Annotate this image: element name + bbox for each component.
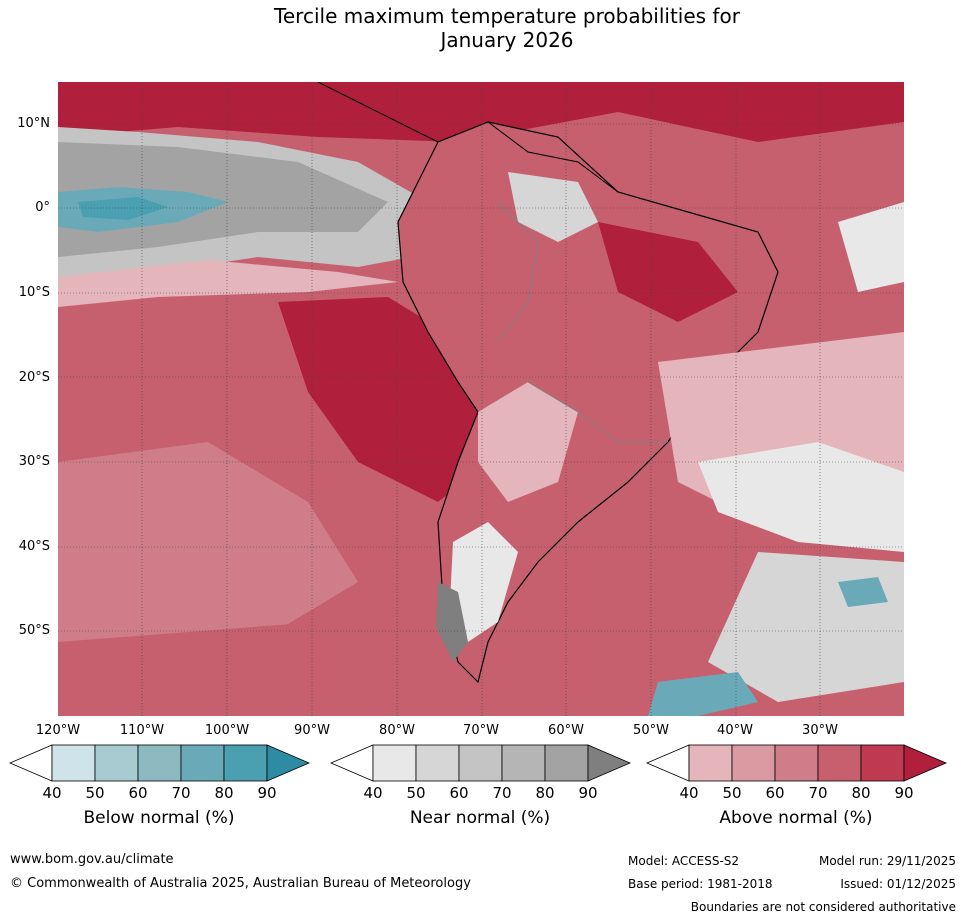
cbar-below-seg-6 xyxy=(266,744,311,782)
colorbar-near xyxy=(330,744,632,782)
cbar-above-seg-5 xyxy=(860,744,905,782)
cbar-title-below: Below normal (%) xyxy=(83,808,235,828)
lat-label: 30°S xyxy=(18,454,50,469)
title-line-1: Tercile maximum temperature probabilitie… xyxy=(274,4,740,28)
lon-label: 120°W xyxy=(35,723,81,738)
lon-label: 70°W xyxy=(463,723,499,738)
atlantic-near-normal xyxy=(698,442,904,552)
chart-title: Tercile maximum temperature probabilitie… xyxy=(0,4,965,52)
title-line-2: January 2026 xyxy=(440,28,574,52)
cbar-tick: 50 xyxy=(722,784,742,802)
lon-label: 50°W xyxy=(633,723,669,738)
lon-label: 90°W xyxy=(294,723,330,738)
cbar-tick: 50 xyxy=(406,784,426,802)
south-atlantic-below-2 xyxy=(648,672,758,716)
lat-label: 20°S xyxy=(18,370,50,385)
cbar-tick: 90 xyxy=(578,784,598,802)
cbar-below-seg-2 xyxy=(94,744,139,782)
country-border xyxy=(527,381,668,443)
lon-label: 110°W xyxy=(119,723,165,738)
cbar-near-seg-2 xyxy=(415,744,460,782)
central-america-coast xyxy=(317,82,439,143)
cbar-title-above: Above normal (%) xyxy=(719,808,873,828)
lat-label: 50°S xyxy=(18,623,50,638)
cbar-above-seg-3 xyxy=(774,744,819,782)
country-border-2 xyxy=(497,201,539,343)
cbar-below-seg-0 xyxy=(9,744,53,782)
pacific-transition xyxy=(58,260,398,307)
cbar-near-seg-6 xyxy=(587,744,632,782)
lon-label: 30°W xyxy=(802,723,838,738)
cbar-tick: 40 xyxy=(363,784,383,802)
cbar-near-seg-3 xyxy=(458,744,503,782)
andes-light-zone xyxy=(478,382,578,502)
cbar-tick: 60 xyxy=(449,784,469,802)
lat-label: 0° xyxy=(35,200,50,215)
cbar-tick: 80 xyxy=(214,784,234,802)
cbar-tick: 40 xyxy=(679,784,699,802)
amazon-near-normal xyxy=(508,172,598,242)
cbar-tick: 70 xyxy=(171,784,191,802)
colorbar-above xyxy=(646,744,948,782)
cbar-above-seg-6 xyxy=(903,744,948,782)
cbar-near-seg-0 xyxy=(330,744,374,782)
cbar-tick: 90 xyxy=(257,784,277,802)
cbar-tick: 60 xyxy=(765,784,785,802)
caribbean-coast xyxy=(487,121,619,193)
footer-disclaimer: Boundaries are not considered authoritat… xyxy=(690,900,956,914)
pacific-near-normal-strong xyxy=(58,142,388,257)
patagonia-near-normal xyxy=(450,522,518,642)
cbar-below-seg-1 xyxy=(51,744,96,782)
lon-label: 40°W xyxy=(717,723,753,738)
lon-label: 80°W xyxy=(379,723,415,738)
north-strong-zone xyxy=(58,82,904,142)
cbar-tick: 70 xyxy=(808,784,828,802)
cbar-tick: 70 xyxy=(492,784,512,802)
east-atlantic-near-normal xyxy=(838,202,904,292)
footer-issued: Issued: 01/12/2025 xyxy=(840,877,956,891)
graticule xyxy=(58,82,904,716)
footer-base-period: Base period: 1981-2018 xyxy=(628,877,773,891)
lon-label: 100°W xyxy=(204,723,250,738)
brazil-strong-above xyxy=(598,222,738,322)
footer-copyright: © Commonwealth of Australia 2025, Austra… xyxy=(10,876,471,891)
cbar-above-seg-4 xyxy=(817,744,862,782)
footer-website[interactable]: www.bom.gov.au/climate xyxy=(10,852,174,867)
cbar-title-near: Near normal (%) xyxy=(409,808,551,828)
lat-label: 40°S xyxy=(18,539,50,554)
se-pacific-strong xyxy=(278,297,488,502)
cbar-above-seg-0 xyxy=(646,744,690,782)
pacific-below-normal-strong xyxy=(78,197,168,220)
cbar-tick: 50 xyxy=(85,784,105,802)
cbar-below-seg-4 xyxy=(180,744,225,782)
cbar-tick: 80 xyxy=(851,784,871,802)
cbar-tick: 40 xyxy=(42,784,62,802)
cbar-tick: 60 xyxy=(128,784,148,802)
south-pacific-light xyxy=(58,442,358,642)
lon-label: 60°W xyxy=(548,723,584,738)
cbar-near-seg-4 xyxy=(501,744,546,782)
cbar-above-seg-1 xyxy=(688,744,733,782)
cbar-below-seg-5 xyxy=(223,744,268,782)
footer-model-run: Model run: 29/11/2025 xyxy=(818,854,956,868)
cbar-tick: 80 xyxy=(535,784,555,802)
chile-near-normal-strong xyxy=(436,582,468,662)
footer-model: Model: ACCESS-S2 xyxy=(628,854,740,868)
cbar-near-seg-1 xyxy=(372,744,417,782)
cbar-near-seg-5 xyxy=(544,744,589,782)
colorbar-below xyxy=(9,744,311,782)
probability-map xyxy=(58,82,904,716)
cbar-tick: 90 xyxy=(894,784,914,802)
far-south-pacific xyxy=(58,622,458,716)
cbar-above-seg-2 xyxy=(731,744,776,782)
cbar-below-seg-3 xyxy=(137,744,182,782)
map-graphic xyxy=(58,82,904,716)
south-atlantic-below xyxy=(838,577,888,607)
lat-label: 10°S xyxy=(18,285,50,300)
lat-label: 10°N xyxy=(17,116,50,131)
